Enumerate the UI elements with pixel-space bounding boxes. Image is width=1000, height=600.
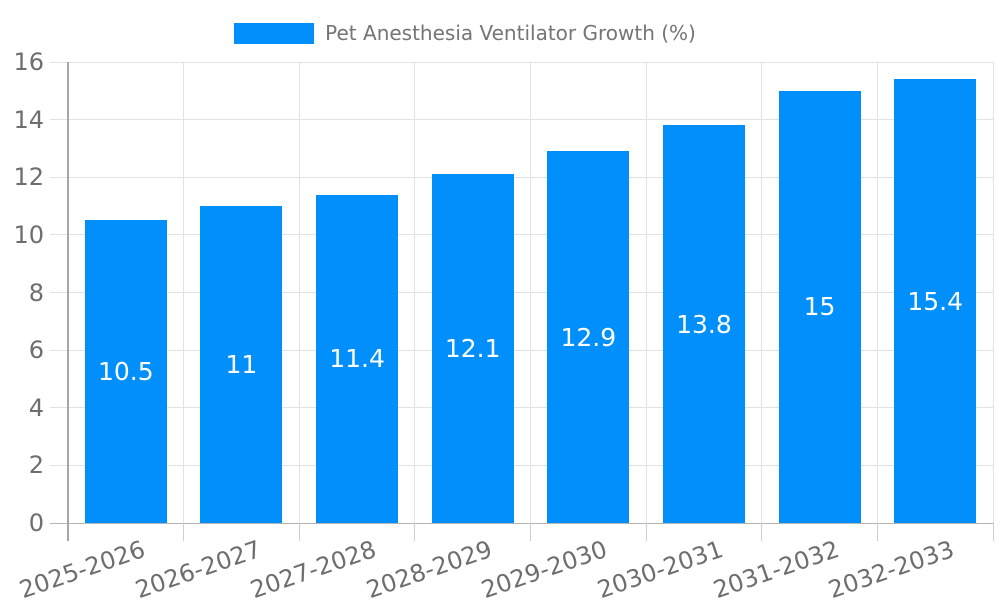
bar-2032-2033[interactable]: 15.4 xyxy=(894,79,977,523)
gridline-horizontal xyxy=(50,176,993,178)
x-axis-label: 2029-2030 xyxy=(478,535,612,600)
legend-label: Pet Anesthesia Ventilator Growth (%) xyxy=(325,21,696,45)
bar-2027-2028[interactable]: 11.4 xyxy=(316,194,399,523)
bar-value-label: 11 xyxy=(225,350,258,380)
x-axis-label: 2025-2026 xyxy=(15,535,149,600)
bar-2031-2032[interactable]: 15 xyxy=(778,90,861,523)
bar-value-label: 12.9 xyxy=(560,322,617,352)
gridline-horizontal xyxy=(50,234,993,236)
x-axis-label: 2028-2029 xyxy=(362,535,496,600)
gridline-vertical xyxy=(992,62,994,523)
y-axis-tick-label: 4 xyxy=(28,393,44,422)
x-axis-tick xyxy=(761,523,763,541)
x-axis-tick xyxy=(414,523,416,541)
gridline-horizontal xyxy=(50,119,993,121)
bar-2028-2029[interactable]: 12.1 xyxy=(431,174,514,523)
gridline-horizontal xyxy=(50,464,993,466)
x-axis-label: 2031-2032 xyxy=(709,535,843,600)
y-axis-tick-label: 16 xyxy=(13,48,44,76)
bar-2030-2031[interactable]: 13.8 xyxy=(662,125,745,523)
legend[interactable]: Pet Anesthesia Ventilator Growth (%) xyxy=(0,21,930,45)
bar-2026-2027[interactable]: 11 xyxy=(200,206,283,523)
bar-value-label: 10.5 xyxy=(97,357,154,387)
gridline-horizontal xyxy=(50,407,993,409)
y-axis-tick-label: 0 xyxy=(28,509,44,537)
x-axis-label: 2030-2031 xyxy=(593,535,727,600)
gridline-vertical xyxy=(414,62,416,523)
x-axis-tick xyxy=(992,523,994,541)
bar-value-label: 15.4 xyxy=(907,286,964,316)
gridline-horizontal xyxy=(50,349,993,351)
x-axis-label: 2027-2028 xyxy=(247,535,380,600)
y-axis-tick-label: 10 xyxy=(13,220,44,249)
bar-2029-2030[interactable]: 12.9 xyxy=(547,151,630,523)
gridline-horizontal xyxy=(50,61,993,63)
x-axis-label: 2026-2027 xyxy=(131,535,265,600)
y-axis-tick-label: 12 xyxy=(13,163,44,192)
gridline-vertical xyxy=(876,62,878,523)
x-axis-tick xyxy=(298,523,300,541)
y-axis-tick-label: 2 xyxy=(28,451,44,480)
x-axis-tick xyxy=(183,523,185,541)
gridline-vertical xyxy=(298,62,300,523)
x-axis-label: 2032-2033 xyxy=(825,535,958,600)
gridline-horizontal xyxy=(50,292,993,293)
gridline-vertical xyxy=(183,62,185,523)
x-axis-tick xyxy=(530,523,531,541)
y-axis-line xyxy=(67,62,69,541)
bar-value-label: 13.8 xyxy=(676,309,732,339)
gridline-vertical xyxy=(645,62,647,523)
legend-marker xyxy=(234,22,315,44)
gridline-vertical xyxy=(761,62,763,523)
bar-value-label: 15 xyxy=(803,292,836,322)
x-axis-line xyxy=(50,522,993,524)
y-axis-tick-label: 8 xyxy=(28,278,44,307)
bar-2025-2026[interactable]: 10.5 xyxy=(84,220,167,523)
bar-value-label: 12.1 xyxy=(444,334,501,364)
bar-value-label: 11.4 xyxy=(329,344,385,374)
gridline-vertical xyxy=(530,62,531,523)
y-axis-tick-label: 14 xyxy=(13,105,44,134)
x-axis-tick xyxy=(876,523,878,541)
x-axis-tick xyxy=(645,523,647,541)
y-axis-tick-label: 6 xyxy=(28,336,44,365)
